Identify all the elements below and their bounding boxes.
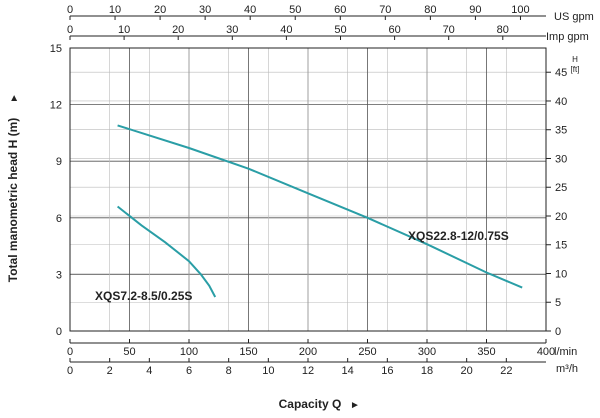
y2-tick-label: 35 [555,125,567,137]
y2-tick-label: 0 [555,326,561,338]
series-lines [116,124,523,298]
imp-tick-label: 20 [172,24,184,36]
y2-tick-label: 10 [555,268,567,280]
y2-tick-label: 25 [555,182,567,194]
x2-tick-label: 18 [421,365,433,377]
x2-tick-label: 6 [186,365,192,377]
y2-unit-label: H [572,55,578,64]
x-axis-arrow-icon: ► [350,400,360,411]
y2-tick-label: 30 [555,153,567,165]
y2-tick-label: 15 [555,240,567,252]
y-axis-arrow-icon: ► [9,93,20,103]
plot-frame [69,47,547,332]
chart-labels: Total manometric head H (m) ► Capacity Q… [6,93,509,411]
imp-tick-label: 40 [280,24,292,36]
us-tick-label: 100 [511,4,529,16]
us-tick-label: 20 [154,4,166,16]
x-tick-label: 300 [418,346,436,358]
x-tick-label: 150 [239,346,257,358]
imp-tick-label: 0 [67,24,73,36]
x2-tick-label: 22 [500,365,512,377]
y-tick-label: 0 [56,326,62,338]
x-axis-title: Capacity Q [279,397,342,411]
y-tick-label: 15 [50,43,62,55]
x-tick-label: 50 [123,346,135,358]
x-tick-label: 200 [299,346,317,358]
us-tick-label: 40 [244,4,256,16]
x-tick-label: 250 [358,346,376,358]
x-tick-label: 0 [67,346,73,358]
us-tick-label: 90 [469,4,481,16]
y-tick-label: 9 [56,156,62,168]
imp-tick-label: 80 [497,24,509,36]
imp-tick-label: 30 [226,24,238,36]
us-tick-label: 70 [379,4,391,16]
imp-tick-label: 60 [388,24,400,36]
imp-tick-label: 50 [334,24,346,36]
x-tick-label: 100 [180,346,198,358]
us-tick-label: 50 [289,4,301,16]
us-tick-label: 10 [109,4,121,16]
us-tick-label: 0 [67,4,73,16]
y2-tick-label: 45 [555,67,567,79]
imp-tick-label: 70 [443,24,455,36]
series-label: XQS7.2-8.5/0.25S [95,289,192,303]
y2-tick-label: 5 [555,297,561,309]
x-tick-label: 400 [537,346,555,358]
x2-tick-label: 0 [67,365,73,377]
us-unit-label: US gpm [554,11,594,23]
us-tick-label: 60 [334,4,346,16]
x2-tick-label: 4 [146,365,152,377]
x2-tick-label: 20 [461,365,473,377]
imp-tick-label: 10 [118,24,130,36]
x2-tick-label: 12 [302,365,314,377]
y-axis-title: Total manometric head H (m) [6,118,20,282]
x-tick-label: 350 [477,346,495,358]
y2-tick-label: 20 [555,211,567,223]
x-unit-label: l/min [554,346,577,358]
x2-unit-label: m³/h [556,363,578,375]
series-label: XQS22.8-12/0.75S [408,229,509,243]
series-curve [116,205,217,298]
y2-unit-label: [ft] [571,65,580,74]
axes [69,15,551,363]
x2-tick-label: 8 [226,365,232,377]
us-tick-label: 80 [424,4,436,16]
y-tick-label: 12 [50,100,62,112]
us-tick-label: 30 [199,4,211,16]
x2-tick-label: 14 [342,365,354,377]
series-curve [117,124,523,289]
x2-tick-label: 10 [262,365,274,377]
y-tick-label: 3 [56,269,62,281]
y-tick-label: 6 [56,213,62,225]
x2-tick-label: 2 [107,365,113,377]
x2-tick-label: 16 [381,365,393,377]
imp-unit-label: Imp gpm [546,31,589,43]
y2-tick-label: 40 [555,96,567,108]
